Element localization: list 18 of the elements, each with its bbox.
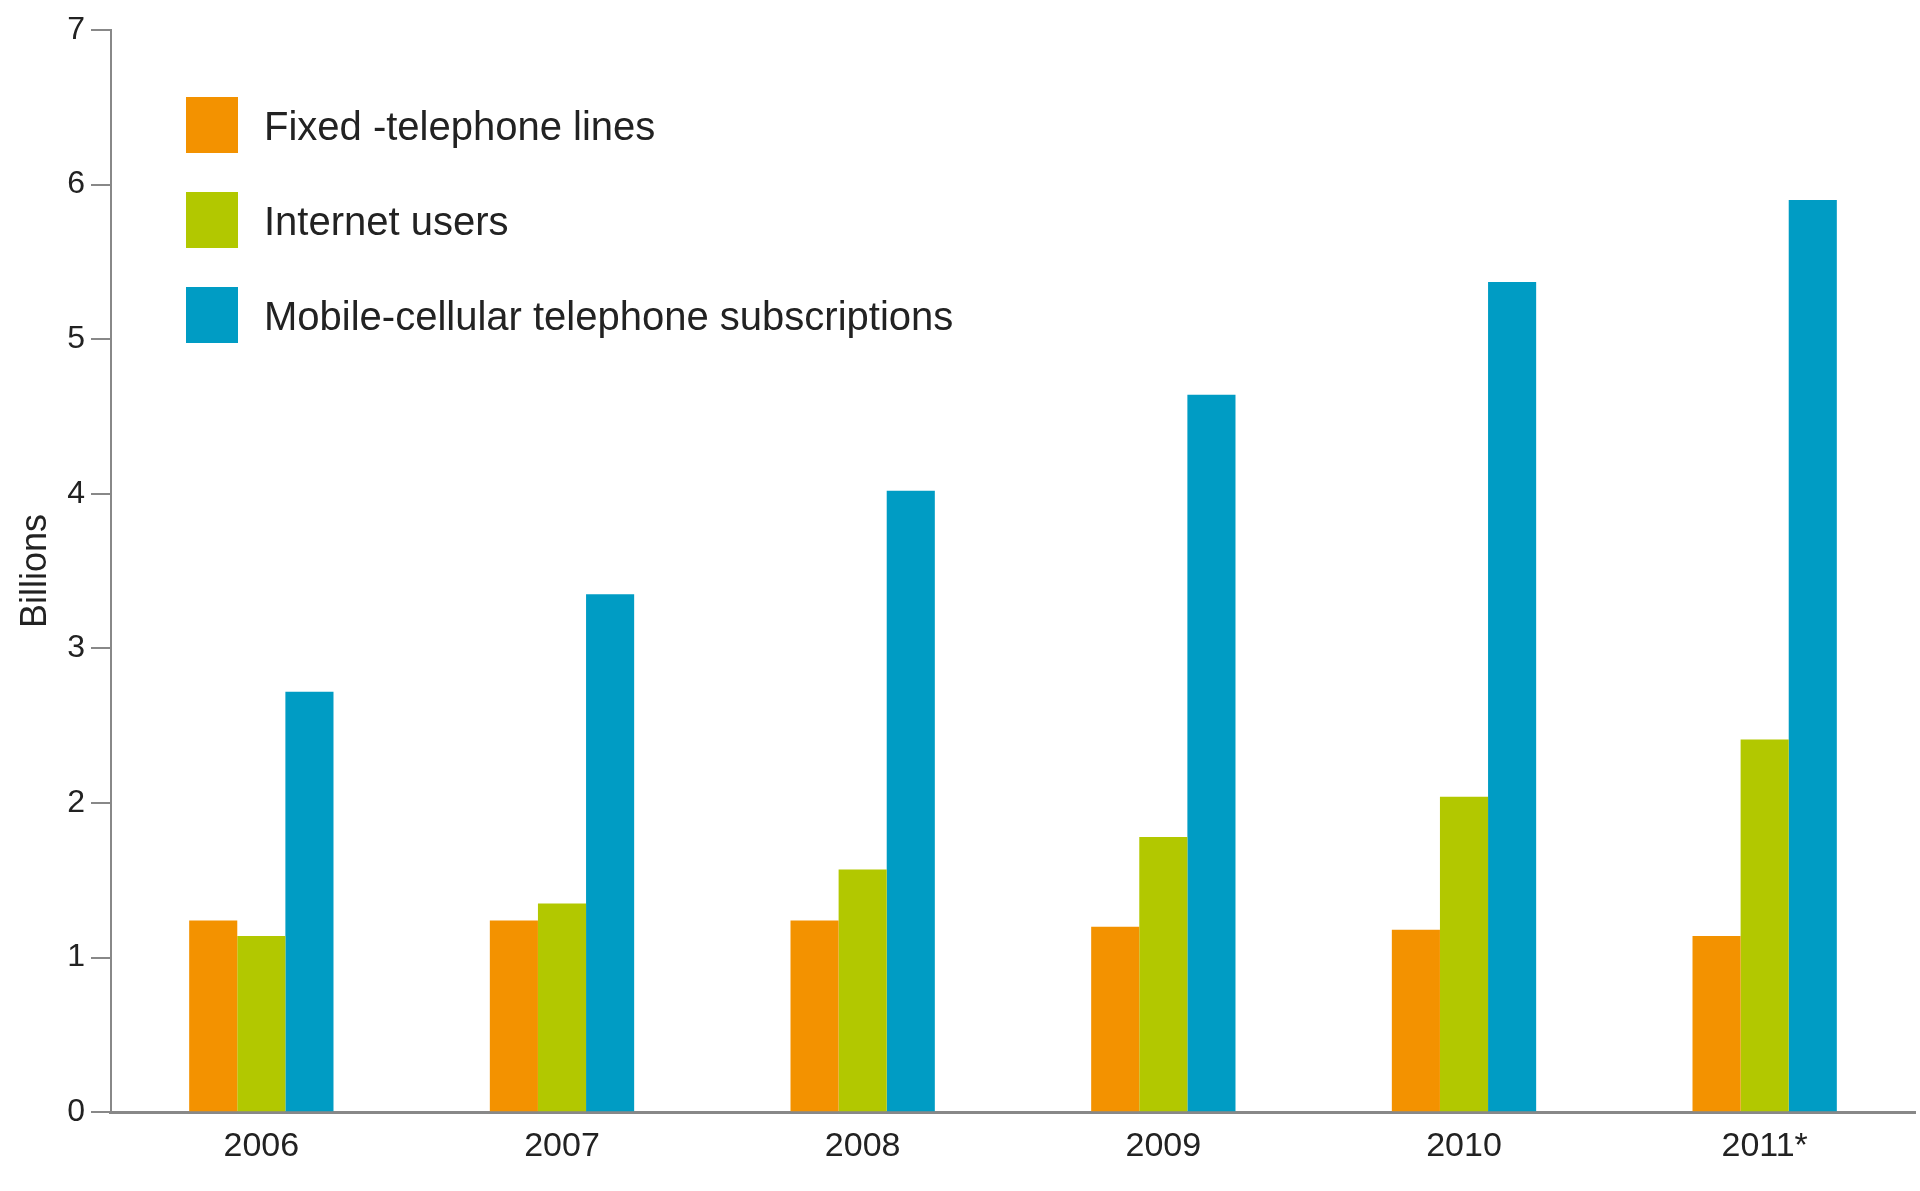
legend-label: Fixed -telephone lines [264, 104, 656, 149]
y-axis-title: Billions [12, 514, 54, 629]
y-tick-label: 6 [67, 164, 85, 201]
x-tick-label: 2009 [1125, 1124, 1202, 1163]
y-tick-label: 0 [67, 1092, 85, 1129]
legend-label: Mobile-cellular telephone subscriptions [264, 294, 954, 339]
x-tick-label: 2008 [824, 1124, 901, 1163]
y-tick-label: 2 [67, 782, 85, 819]
y-tick-label: 1 [67, 937, 85, 974]
x-tick-label: 2007 [524, 1124, 600, 1163]
x-tick-label: 2006 [223, 1124, 300, 1163]
y-tick-label: 4 [67, 473, 85, 510]
x-tick-label: 2011* [1721, 1124, 1808, 1163]
x-tick-label: 2010 [1426, 1124, 1502, 1163]
legend-label: Internet users [264, 199, 509, 244]
y-tick-label: 3 [67, 628, 85, 665]
y-tick-label: 7 [67, 9, 85, 46]
y-tick-label: 5 [67, 319, 85, 356]
